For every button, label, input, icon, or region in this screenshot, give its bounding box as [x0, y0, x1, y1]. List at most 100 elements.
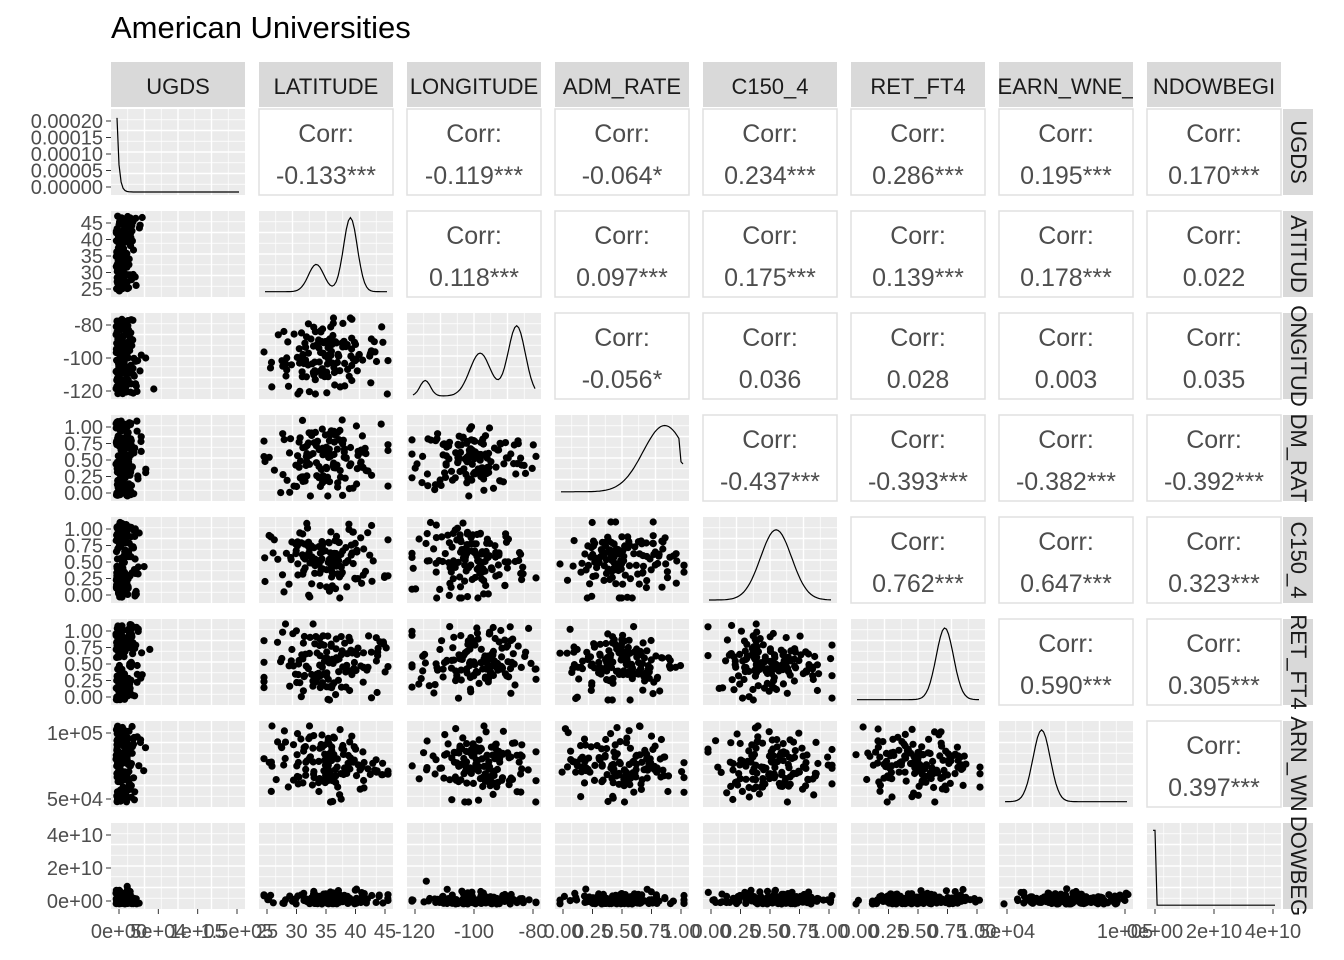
corr-label: Corr: [742, 120, 798, 148]
scatter-point [585, 754, 593, 762]
corr-value: 0.097*** [576, 264, 668, 292]
scatter-point [419, 652, 427, 660]
scatter-point [376, 638, 384, 646]
scatter-point [630, 550, 638, 558]
scatter-point [650, 550, 658, 559]
scatter-point [745, 783, 753, 792]
x-tick-label: 0.00 [692, 921, 731, 943]
scatter-point [125, 261, 133, 269]
scatter-point [351, 574, 359, 583]
scatter-point [1059, 895, 1067, 903]
scatter-point [328, 340, 336, 349]
row-strip-label: UGDS [1286, 120, 1311, 184]
scatter-point [499, 727, 507, 735]
scatter-point [571, 889, 579, 898]
scatter-point [517, 454, 525, 462]
scatter-point [658, 583, 666, 591]
correlation-panel [998, 312, 1134, 400]
scatter-point [463, 669, 471, 677]
scatter-point [136, 221, 144, 229]
scatter-point [759, 783, 767, 791]
scatter-point [918, 777, 926, 785]
scatter-point [489, 751, 497, 759]
scatter-point [473, 624, 481, 632]
y-tick-label: 45 [81, 213, 103, 235]
scatter-point [411, 464, 419, 472]
scatter-point [492, 740, 500, 749]
y-tick-label: 30 [81, 263, 103, 285]
scatter-point [783, 798, 792, 806]
scatter-point [373, 768, 381, 776]
scatter-point [504, 749, 512, 757]
scatter-point [369, 557, 377, 565]
scatter-point [444, 740, 452, 748]
scatter-point [121, 686, 129, 695]
scatter-point [282, 549, 290, 557]
scatter-point [592, 572, 600, 580]
scatter-point [334, 783, 342, 791]
x-tick-label: 1.00 [958, 921, 997, 943]
scatter-point [577, 755, 585, 763]
scatter-point [379, 338, 387, 346]
scatter-point [332, 549, 340, 558]
scatter-point [771, 763, 779, 772]
scatter-point [112, 631, 120, 640]
corr-label: Corr: [742, 222, 798, 250]
scatter-point [898, 894, 907, 902]
scatter-point [331, 585, 340, 593]
scatter-point [302, 771, 310, 779]
scatter-point [876, 753, 884, 761]
scatter-point [486, 670, 494, 678]
scatter-point [588, 592, 596, 600]
scatter-point [647, 566, 655, 574]
scatter-point [335, 668, 343, 676]
scatter-point [432, 521, 440, 529]
corr-value: 0.590*** [1020, 672, 1112, 700]
scatter-point [367, 379, 375, 387]
scatter-point [484, 590, 492, 598]
scatter-point [478, 755, 486, 763]
y-tick-label: 0.75 [64, 638, 103, 660]
scatter-point [384, 767, 392, 775]
scatter-point [482, 896, 490, 905]
scatter-point [131, 525, 139, 533]
scatter-point [358, 432, 366, 440]
scatter-point [368, 891, 376, 900]
corr-value: 0.234*** [724, 162, 816, 190]
scatter-point [346, 443, 355, 452]
scatter-point [607, 676, 615, 684]
scatter-point [280, 436, 288, 444]
scatter-point [339, 491, 347, 499]
scatter-point [470, 455, 478, 463]
scatter-point [122, 729, 130, 737]
scatter-point [483, 470, 491, 478]
scatter-point [632, 766, 640, 774]
scatter-point [313, 340, 321, 348]
scatter-point [584, 653, 593, 661]
row-strip [1283, 823, 1313, 909]
scatter-point [636, 891, 644, 899]
scatter-point [297, 735, 305, 743]
scatter-point [457, 441, 466, 449]
scatter-point [926, 895, 934, 903]
scatter-point [642, 750, 650, 758]
scatter-point [642, 539, 650, 547]
scatter-point [786, 780, 794, 788]
scatter-point [782, 899, 790, 907]
scatter-point [329, 319, 337, 327]
y-tick-label: 2e+10 [47, 858, 103, 880]
scatter-point [763, 887, 772, 895]
scatter-point [736, 650, 744, 659]
scatter-point [501, 558, 509, 566]
scatter-point [456, 594, 464, 602]
scatter-point [657, 773, 665, 781]
scatter-point [292, 461, 300, 469]
scatter-point [438, 637, 446, 645]
scatter-point [456, 573, 464, 581]
scatter-point [431, 895, 439, 903]
scatter-point [115, 590, 123, 599]
scatter-point [717, 768, 725, 777]
x-tick-label: 0e+00 [1127, 921, 1183, 943]
scatter-point [569, 664, 577, 673]
scatter-point [299, 570, 307, 578]
